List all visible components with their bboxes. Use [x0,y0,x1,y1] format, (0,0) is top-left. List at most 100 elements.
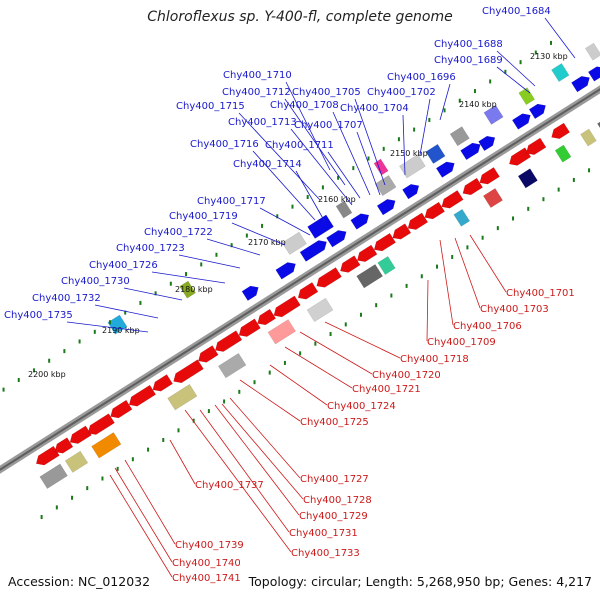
scale-tick-0-550 [428,117,431,122]
label-leader-lines [66,17,576,578]
label-forward-chy400_1704: Chy400_1704 [340,103,409,114]
label-reverse-chy400_1728: Chy400_1728 [303,495,372,506]
leader-forward-11 [238,112,321,201]
scale-tick-1-496 [451,254,454,259]
label-reverse-chy400_1725: Chy400_1725 [300,417,369,428]
label-reverse-chy400_1701: Chy400_1701 [506,288,575,299]
gene-feature-23 [462,177,484,196]
leader-forward-13 [356,131,381,196]
scale-tick-1-442 [405,283,408,288]
gene-feature-48 [299,240,327,262]
gene-feature-5 [110,399,133,419]
gene-feature-36 [377,255,396,275]
gene-feature-64 [399,154,426,179]
scale-tick-0-172 [108,320,111,325]
scale-tick-0-226 [154,291,157,296]
gene-feature-54 [460,142,481,161]
label-forward-chy400_1713: Chy400_1713 [228,117,297,128]
scale-tick-1-514 [466,245,469,250]
label-reverse-chy400_1737: Chy400_1737 [195,480,264,491]
scale-tick-0-136 [78,339,81,344]
scale-tick-1-532 [481,235,484,240]
scale-tick-1-568 [512,216,515,221]
scale-tick-1-658 [588,168,591,173]
scale-tick-1-280 [268,370,271,375]
gene-feature-35 [356,263,384,289]
label-forward-chy400_1723: Chy400_1723 [116,243,185,254]
leader-reverse-1 [469,234,507,293]
map-title: Chloroflexus sp. Y-400-fl, complete geno… [147,9,453,25]
label-forward-chy400_1696: Chy400_1696 [387,72,456,83]
scale-tick-0-334 [245,233,248,238]
scale-tick-1-136 [147,447,150,452]
gene-feature-3 [69,425,92,444]
leader-reverse-12 [214,404,300,516]
gene-feature-30 [91,432,122,459]
backbone [0,85,600,474]
gene-feature-17 [356,244,378,263]
scale-tick-1-154 [162,437,165,442]
scale-tick-0-622 [489,79,492,84]
scale-tick-0-262 [185,272,188,277]
gene-feature-68 [518,87,536,106]
label-reverse-chy400_1718: Chy400_1718 [400,354,469,365]
leader-forward-4 [439,83,451,121]
scale-tick-1-226 [223,399,226,404]
scale-tick-1-172 [177,428,180,433]
gene-feature-61 [307,214,334,239]
scale-tick-0-100 [48,358,51,363]
scale-tick-1-118 [131,457,134,462]
scale-tick-1-244 [238,389,241,394]
scale-tick-0-190 [124,310,127,315]
scale-tick-1-334 [314,341,317,346]
scale-tick-1-46 [71,495,74,500]
gene-feature-57 [528,103,546,120]
label-reverse-chy400_1720: Chy400_1720 [372,370,441,381]
label-forward-chy400_1719: Chy400_1719 [169,211,238,222]
label-forward-chy400_1730: Chy400_1730 [61,276,130,287]
scale-tick-1-604 [542,197,545,202]
label-reverse-chy400_1703: Chy400_1703 [480,304,549,315]
gene-feature-66 [449,126,470,147]
scale-tick-0-118 [63,349,66,354]
gene-feature-38 [482,188,503,209]
scale-tick-0-586 [458,98,461,103]
gene-feature-21 [424,201,446,220]
scale-label-3: 2150 kbp [390,149,428,158]
leader-forward-1 [544,17,576,59]
gene-feature-18 [373,232,397,252]
scale-tick-1-406 [375,303,378,308]
gene-feature-15 [316,267,342,288]
gene-feature-62 [335,200,353,219]
scale-tick-0-460 [352,166,355,171]
scale-tick-1-424 [390,293,393,298]
label-forward-chy400_1717: Chy400_1717 [197,196,266,207]
leader-reverse-9 [239,379,301,422]
scale-label-8: 2200 kbp [28,370,66,379]
label-forward-chy400_1714: Chy400_1714 [233,159,302,170]
leader-reverse-16 [124,459,176,545]
label-forward-chy400_1708: Chy400_1708 [270,100,339,111]
leader-reverse-13 [199,409,290,533]
scale-tick-1-640 [572,177,575,182]
leader-forward-22 [123,287,183,301]
scale-ticks: 2130 kbp 2140 kbp 2150 kbp 2160 kbp 2170 kbp… [2,40,591,520]
gene-feature-55 [478,135,496,152]
scale-tick-1-208 [207,409,210,414]
scale-tick-0-676 [534,50,537,55]
leader-forward-10 [332,111,371,196]
scale-label-7: 2190 kbp [102,326,140,335]
leader-forward-24 [66,321,149,333]
leader-forward-6 [354,98,386,186]
scale-tick-0-442 [337,175,340,180]
leader-reverse-15 [169,439,196,485]
label-forward-chy400_1735: Chy400_1735 [4,310,73,321]
leader-forward-18 [231,222,286,246]
scale-tick-1-550 [496,226,499,231]
leader-reverse-7 [284,346,353,389]
leader-forward-8 [284,98,346,186]
leader-forward-3 [496,66,531,94]
leader-forward-9 [402,114,406,176]
scale-tick-0-694 [549,40,552,45]
scale-tick-1-478 [435,264,438,269]
